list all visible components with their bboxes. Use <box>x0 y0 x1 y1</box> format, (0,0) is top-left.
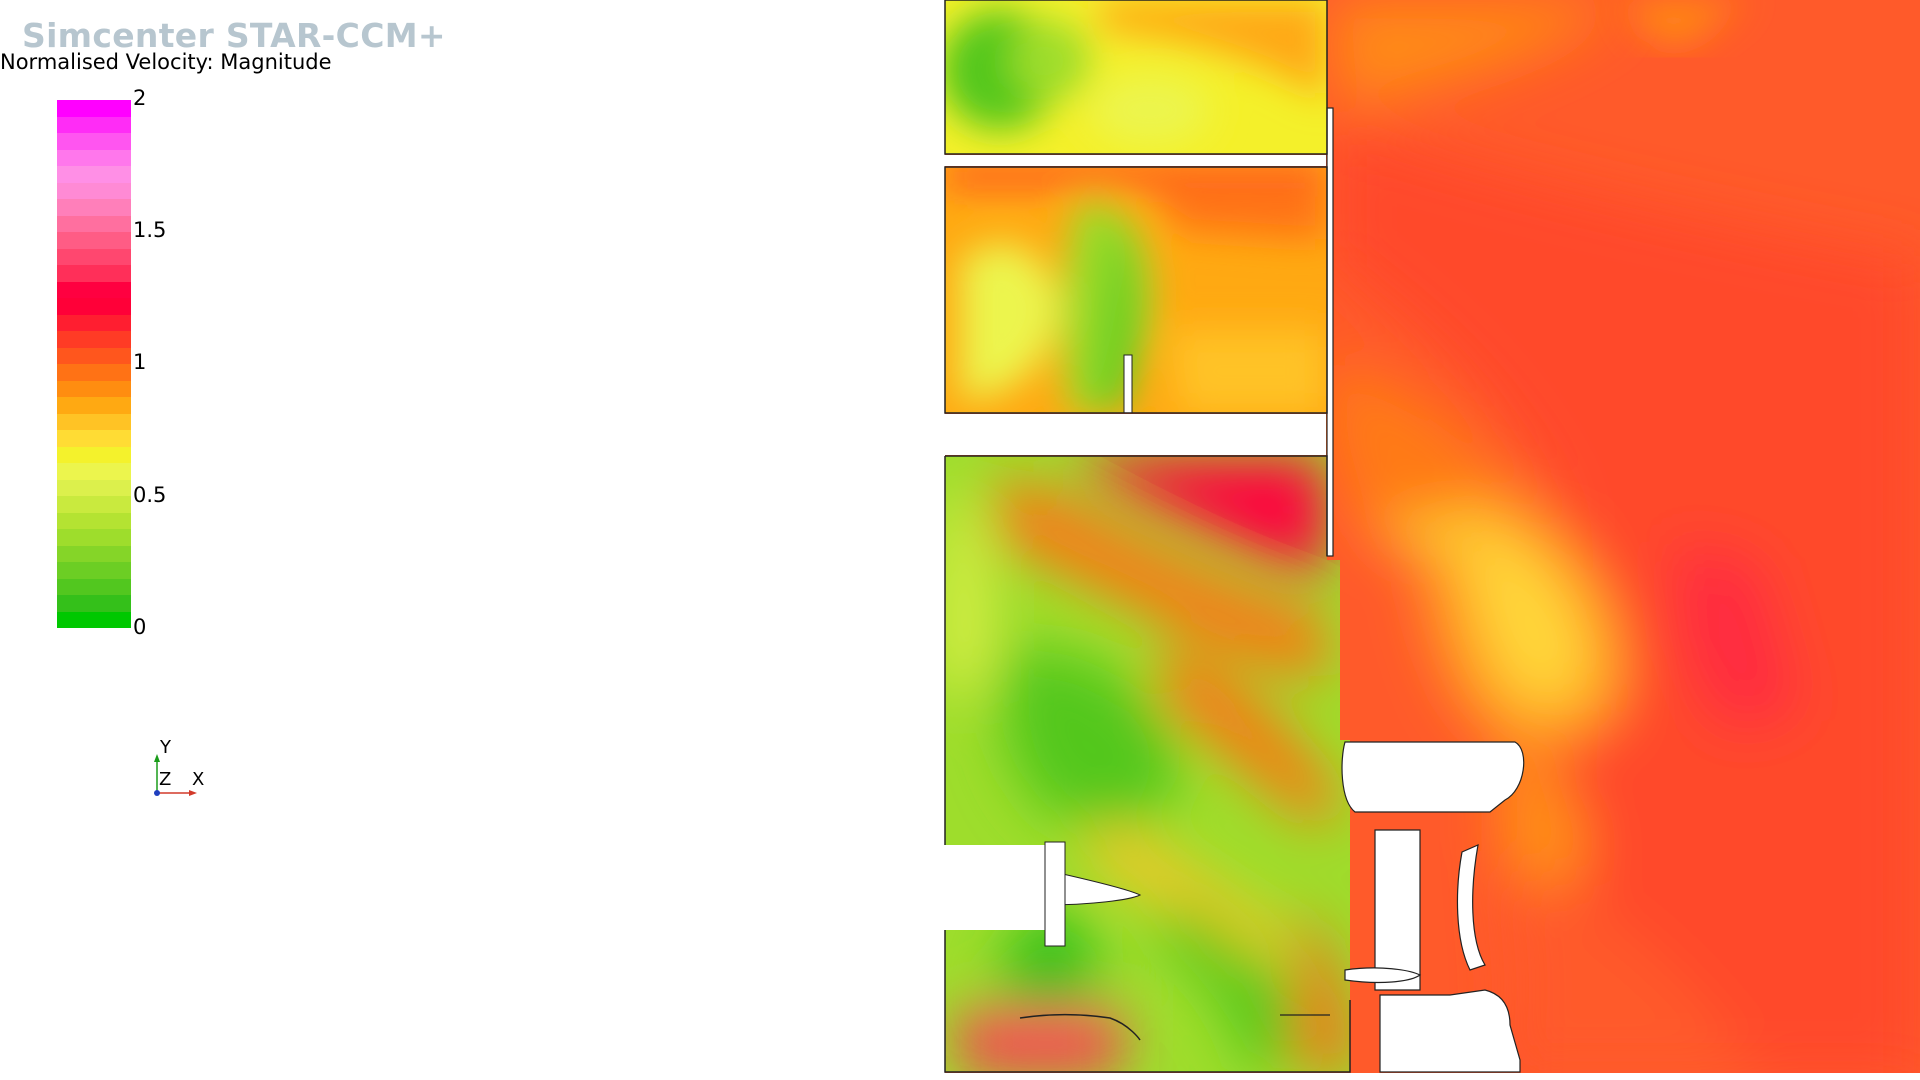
colorbar-band <box>57 199 131 216</box>
colorbar-band <box>57 529 131 546</box>
colorbar-band <box>57 545 131 562</box>
colorbar-band <box>57 232 131 249</box>
upper-cavity-region <box>945 0 1327 154</box>
triad-z-label: Z <box>159 769 172 790</box>
domain-outline <box>944 0 1351 1073</box>
gap-region <box>940 155 1326 166</box>
colorbar-band <box>57 347 131 364</box>
colorbar-band <box>57 100 131 117</box>
lower-cavity-region <box>945 456 1350 1072</box>
colorbar-tick-label: 0.5 <box>133 483 167 507</box>
colorbar-band <box>57 397 131 414</box>
colorbar-band <box>57 430 131 447</box>
colorbar-band <box>57 298 131 315</box>
colorbar-band <box>57 166 131 183</box>
colorbar-band <box>57 182 131 199</box>
colorbar-band <box>57 281 131 298</box>
colorbar-band <box>57 413 131 430</box>
triad-x-label: X <box>192 769 205 790</box>
colorbar-tick-label: 0 <box>133 615 147 639</box>
colorbar-band <box>57 331 131 348</box>
colorbar-band <box>57 265 131 282</box>
solid-geometry <box>1280 107 1525 1073</box>
colorbar-band <box>57 364 131 381</box>
colorbar-band <box>57 149 131 166</box>
colorbar-band <box>57 463 131 480</box>
coordinate-triad: Y Z X <box>140 735 220 805</box>
colorbar-band <box>57 446 131 463</box>
colorbar-band <box>57 380 131 397</box>
colorbar-legend <box>57 100 131 628</box>
colorbar-band <box>57 314 131 331</box>
colorbar-band <box>57 479 131 496</box>
colorbar-band <box>57 116 131 133</box>
app-brand-watermark: Simcenter STAR-CCM+ <box>22 16 446 55</box>
gap-region <box>940 414 1326 455</box>
colorbar-band <box>57 215 131 232</box>
colorbar-band <box>57 562 131 579</box>
scalar-title: Normalised Velocity: Magnitude <box>0 50 332 74</box>
colorbar-tick-label: 2 <box>133 86 147 110</box>
colorbar-band <box>57 512 131 529</box>
colorbar-tick-label: 1.5 <box>133 218 167 242</box>
colorbar-band <box>57 578 131 595</box>
bottom-margin <box>940 1073 1920 1080</box>
colorbar-band <box>57 595 131 612</box>
colorbar-band <box>57 496 131 513</box>
colorbar-band <box>57 248 131 265</box>
triad-y-label: Y <box>160 737 171 758</box>
middle-cavity-region <box>945 167 1327 414</box>
colorbar-band <box>57 611 131 628</box>
colorbar-band <box>57 133 131 150</box>
colorbar-tick-label: 1 <box>133 350 147 374</box>
